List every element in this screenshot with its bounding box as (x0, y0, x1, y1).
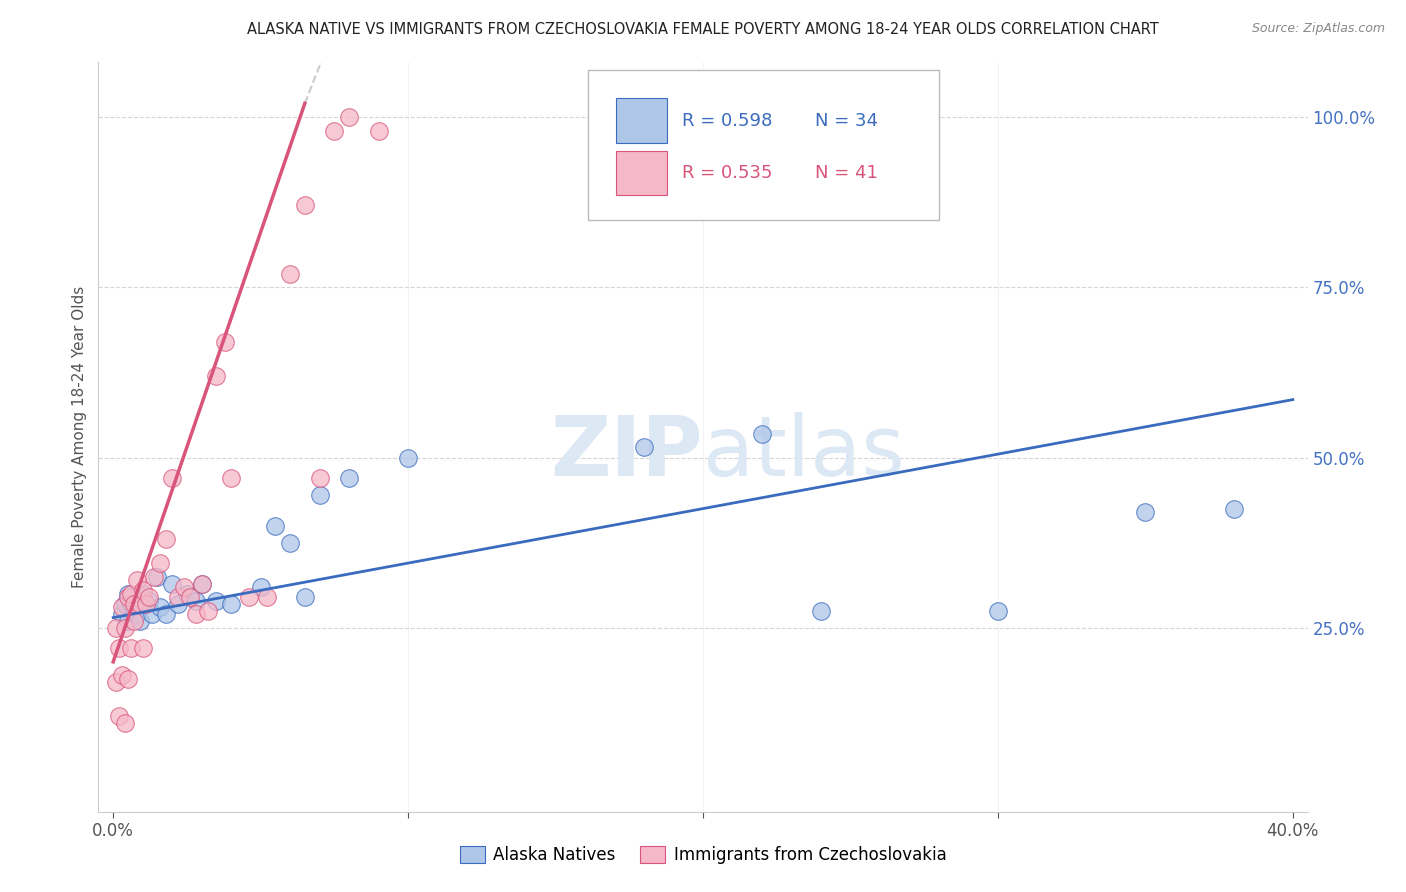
Text: N = 34: N = 34 (815, 112, 879, 129)
Point (167, 590, 190, 604)
Point (122, 614, 145, 628)
Text: R = 0.535: R = 0.535 (682, 164, 773, 182)
Point (128, 614, 150, 628)
FancyBboxPatch shape (616, 98, 666, 143)
Point (105, 621, 128, 635)
FancyBboxPatch shape (616, 151, 666, 195)
Point (131, 583, 153, 598)
Point (125, 573, 148, 587)
Point (205, 593, 228, 607)
Point (135, 597, 157, 611)
Point (125, 607, 148, 622)
Point (131, 587, 153, 601)
Point (111, 668, 134, 682)
Point (149, 600, 172, 615)
FancyBboxPatch shape (588, 70, 939, 219)
Point (396, 450, 419, 465)
Point (146, 570, 169, 584)
Point (122, 600, 145, 615)
Point (238, 590, 260, 604)
Point (633, 440, 655, 454)
Point (205, 368, 228, 383)
Point (128, 597, 150, 611)
Point (120, 597, 142, 611)
Point (219, 471, 242, 485)
Point (108, 709, 131, 723)
Point (155, 533, 177, 547)
Point (143, 570, 166, 584)
Legend: Alaska Natives, Immigrants from Czechoslovakia: Alaska Natives, Immigrants from Czechosl… (453, 839, 953, 871)
Point (987, 604, 1010, 618)
Point (111, 600, 134, 615)
Point (149, 556, 172, 570)
Point (184, 607, 207, 622)
Point (138, 593, 160, 607)
Point (108, 641, 131, 656)
Text: ALASKA NATIVE VS IMMIGRANTS FROM CZECHOSLOVAKIA FEMALE POVERTY AMONG 18-24 YEAR : ALASKA NATIVE VS IMMIGRANTS FROM CZECHOS… (247, 22, 1159, 37)
Text: Source: ZipAtlas.com: Source: ZipAtlas.com (1251, 22, 1385, 36)
Point (160, 471, 183, 485)
Point (219, 597, 242, 611)
Point (323, 123, 346, 137)
Point (155, 607, 177, 622)
Point (117, 672, 139, 686)
Text: R = 0.598: R = 0.598 (682, 112, 773, 129)
Point (278, 535, 301, 549)
Point (173, 580, 195, 594)
Point (114, 597, 136, 611)
Point (810, 604, 832, 618)
Point (111, 607, 134, 622)
Point (141, 607, 163, 622)
Point (190, 576, 212, 591)
Y-axis label: Female Poverty Among 18-24 Year Olds: Female Poverty Among 18-24 Year Olds (72, 286, 87, 588)
Point (1223, 501, 1246, 516)
Point (179, 590, 201, 604)
Point (184, 593, 207, 607)
Point (249, 580, 271, 594)
Point (294, 198, 316, 212)
Point (278, 267, 301, 281)
Point (160, 576, 183, 591)
Point (117, 590, 139, 604)
Point (197, 604, 219, 618)
Point (1135, 505, 1157, 519)
Point (114, 621, 136, 635)
Text: ZIP: ZIP (551, 411, 703, 492)
Point (308, 471, 330, 485)
Point (308, 488, 330, 502)
Point (176, 587, 198, 601)
Point (214, 334, 236, 349)
Point (264, 518, 287, 533)
Text: atlas: atlas (703, 411, 904, 492)
Point (167, 597, 190, 611)
Point (138, 590, 160, 604)
Point (114, 716, 136, 731)
Point (117, 587, 139, 601)
Point (256, 590, 278, 604)
Point (120, 641, 142, 656)
Text: N = 41: N = 41 (815, 164, 879, 182)
Point (122, 597, 145, 611)
Point (294, 590, 316, 604)
Point (105, 675, 128, 690)
Point (367, 123, 389, 137)
Point (337, 110, 360, 124)
Point (751, 426, 773, 441)
Point (117, 614, 139, 628)
Point (337, 471, 360, 485)
Point (190, 576, 212, 591)
Point (131, 641, 153, 656)
Point (120, 587, 142, 601)
